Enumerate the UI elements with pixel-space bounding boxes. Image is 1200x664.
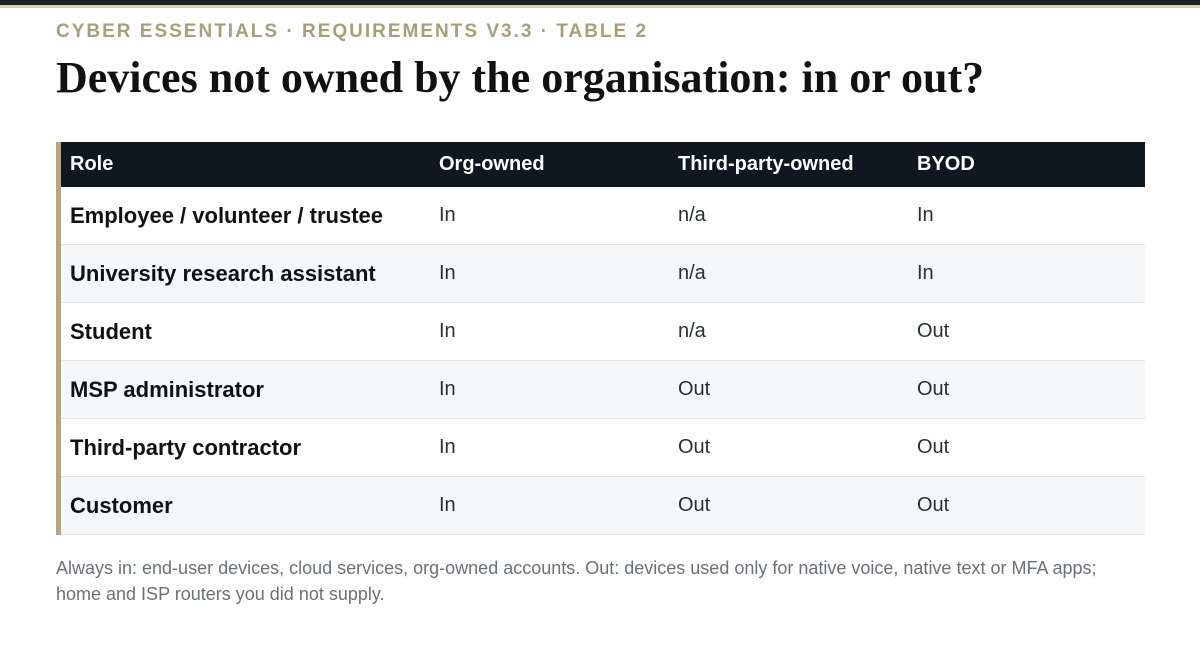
eyebrow: CYBER ESSENTIALS · REQUIREMENTS V3.3 · T… <box>56 21 649 42</box>
table-cell: n/a <box>678 204 706 226</box>
table-cell: Out <box>917 494 950 516</box>
table-cell: Third-party contractor <box>70 434 302 460</box>
table-cell: In <box>917 204 934 226</box>
column-header: Third-party-owned <box>678 153 854 175</box>
table-row: University research assistant In n/a In <box>61 245 1145 303</box>
table-cell: Out <box>678 378 711 400</box>
table: Role Org-owned Third-party-owned BYOD Employ… <box>56 142 1145 535</box>
table-cell: In <box>439 204 456 226</box>
table-cell: In <box>439 494 456 516</box>
footnote: Always in: end-user devices, cloud servi… <box>56 558 1097 604</box>
table-row: Student In n/a Out <box>61 303 1145 361</box>
column-header: Org-owned <box>439 153 545 175</box>
table-cell: n/a <box>678 262 706 284</box>
table-cell: In <box>439 436 456 458</box>
table-row: Customer In Out Out <box>61 477 1145 535</box>
title: Devices not owned by the organisation: i… <box>56 53 985 102</box>
table-cell: Out <box>678 494 711 516</box>
table-row: MSP administrator In Out Out <box>61 361 1145 419</box>
top-bar <box>0 0 1200 8</box>
column-header: Role <box>70 153 114 175</box>
header-row: Role Org-owned Third-party-owned BYOD <box>61 142 1145 187</box>
table-cell: In <box>917 262 934 284</box>
table-cell: Out <box>917 378 950 400</box>
table-cell: University research assistant <box>70 260 376 286</box>
table-cell: Employee / volunteer / trustee <box>70 202 383 228</box>
table-cell: MSP administrator <box>70 376 264 402</box>
table-cell: Out <box>678 436 711 458</box>
table-cell: Out <box>917 320 950 342</box>
table-row: Third-party contractor In Out Out <box>61 419 1145 477</box>
table-cell: In <box>439 378 456 400</box>
table-cell: In <box>439 320 456 342</box>
table-cell: In <box>439 262 456 284</box>
column-header: BYOD <box>917 153 975 175</box>
table-cell: Out <box>917 436 950 458</box>
table-cell: Customer <box>70 492 173 518</box>
table-row: Employee / volunteer / trustee In n/a In <box>61 187 1145 245</box>
table-cell: n/a <box>678 320 706 342</box>
table-cell: Student <box>70 318 152 344</box>
